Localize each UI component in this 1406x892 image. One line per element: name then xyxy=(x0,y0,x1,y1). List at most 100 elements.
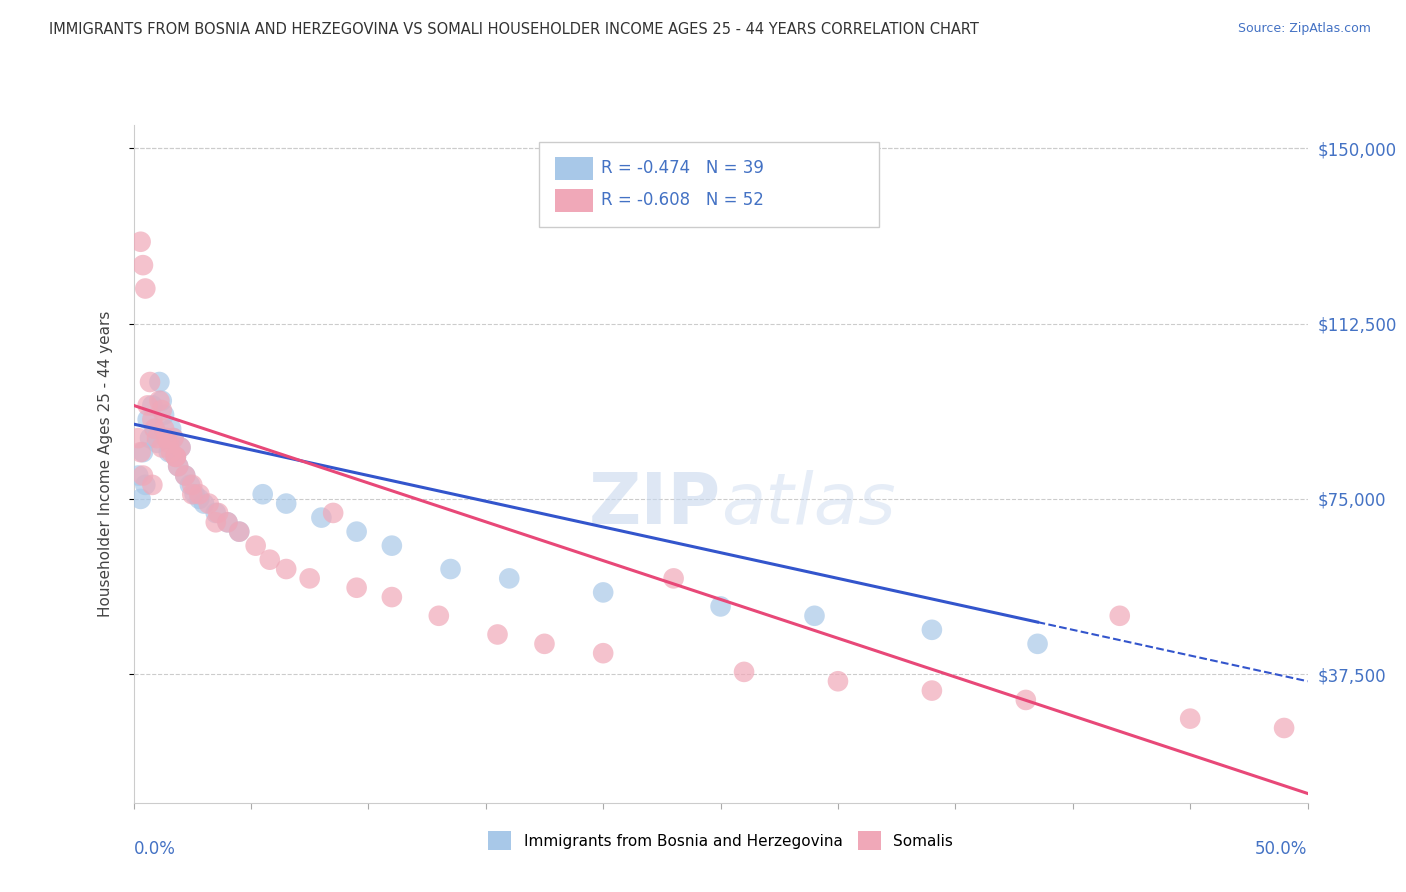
Point xyxy=(162,431,184,445)
Point xyxy=(174,468,197,483)
Point xyxy=(662,571,685,585)
Point xyxy=(136,412,159,426)
Point xyxy=(169,441,191,455)
Point xyxy=(217,516,239,530)
Point xyxy=(533,637,555,651)
Point xyxy=(157,445,180,459)
FancyBboxPatch shape xyxy=(555,188,592,211)
Point xyxy=(346,524,368,539)
Point xyxy=(1015,693,1038,707)
Point xyxy=(146,435,169,450)
Point xyxy=(139,375,162,389)
Point xyxy=(132,258,155,272)
Point xyxy=(183,487,205,501)
Point xyxy=(141,412,163,426)
Point xyxy=(146,431,169,445)
Point xyxy=(298,571,321,585)
Point xyxy=(921,683,943,698)
Point xyxy=(592,585,614,599)
Point xyxy=(129,235,152,249)
Y-axis label: Householder Income Ages 25 - 44 years: Householder Income Ages 25 - 44 years xyxy=(98,310,112,617)
Point xyxy=(134,478,156,492)
Point xyxy=(136,398,159,412)
Point xyxy=(322,506,344,520)
Point xyxy=(150,393,173,408)
Point xyxy=(259,552,281,566)
Point xyxy=(127,431,149,445)
Point xyxy=(155,431,177,445)
Legend: Immigrants from Bosnia and Herzegovina, Somalis: Immigrants from Bosnia and Herzegovina, … xyxy=(482,825,959,856)
Point xyxy=(1026,637,1049,651)
Point xyxy=(165,450,187,464)
Point xyxy=(228,524,250,539)
Point xyxy=(143,422,166,436)
Point xyxy=(827,674,849,689)
Point xyxy=(207,506,229,520)
Point xyxy=(139,431,162,445)
Point xyxy=(129,491,152,506)
Point xyxy=(217,516,239,530)
Point xyxy=(148,375,170,389)
Point xyxy=(134,281,156,295)
Point xyxy=(165,450,187,464)
Point xyxy=(381,590,404,604)
Point xyxy=(276,562,298,576)
Point xyxy=(252,487,274,501)
Point xyxy=(141,398,163,412)
Text: ZIP: ZIP xyxy=(588,470,721,539)
Point xyxy=(245,539,267,553)
Point xyxy=(153,422,176,436)
Text: Source: ZipAtlas.com: Source: ZipAtlas.com xyxy=(1237,22,1371,36)
Point xyxy=(179,478,201,492)
FancyBboxPatch shape xyxy=(538,142,879,227)
Point xyxy=(1180,712,1202,726)
Point xyxy=(174,468,197,483)
Point xyxy=(733,665,755,679)
Point xyxy=(921,623,943,637)
Point xyxy=(486,627,509,641)
FancyBboxPatch shape xyxy=(555,157,592,180)
Point xyxy=(1272,721,1295,735)
Point xyxy=(150,403,173,417)
Point xyxy=(132,468,155,483)
Point xyxy=(143,422,166,436)
Point xyxy=(197,497,219,511)
Point xyxy=(381,539,404,553)
Text: R = -0.608   N = 52: R = -0.608 N = 52 xyxy=(600,191,763,209)
Point xyxy=(160,445,183,459)
Point xyxy=(188,491,211,506)
Point xyxy=(439,562,461,576)
Point xyxy=(592,646,614,660)
Text: IMMIGRANTS FROM BOSNIA AND HERZEGOVINA VS SOMALI HOUSEHOLDER INCOME AGES 25 - 44: IMMIGRANTS FROM BOSNIA AND HERZEGOVINA V… xyxy=(49,22,979,37)
Point xyxy=(803,608,825,623)
Point xyxy=(498,571,520,585)
Point xyxy=(181,487,204,501)
Point xyxy=(188,487,211,501)
Point xyxy=(155,431,177,445)
Point xyxy=(127,468,149,483)
Point xyxy=(157,435,180,450)
Point xyxy=(165,450,187,464)
Point xyxy=(276,497,298,511)
Point xyxy=(141,478,163,492)
Point xyxy=(710,599,733,614)
Point xyxy=(346,581,368,595)
Point xyxy=(162,431,184,445)
Point xyxy=(311,510,333,524)
Point xyxy=(1108,608,1130,623)
Text: R = -0.474   N = 39: R = -0.474 N = 39 xyxy=(600,160,763,178)
Point xyxy=(228,524,250,539)
Point xyxy=(169,441,191,455)
Text: 0.0%: 0.0% xyxy=(134,840,176,858)
Point xyxy=(427,608,450,623)
Point xyxy=(167,459,190,474)
Point xyxy=(160,422,183,436)
Text: 50.0%: 50.0% xyxy=(1256,840,1308,858)
Text: atlas: atlas xyxy=(721,470,896,539)
Point xyxy=(148,393,170,408)
Point xyxy=(193,497,215,511)
Point xyxy=(153,408,176,422)
Point xyxy=(150,441,173,455)
Point xyxy=(132,445,155,459)
Point xyxy=(181,478,204,492)
